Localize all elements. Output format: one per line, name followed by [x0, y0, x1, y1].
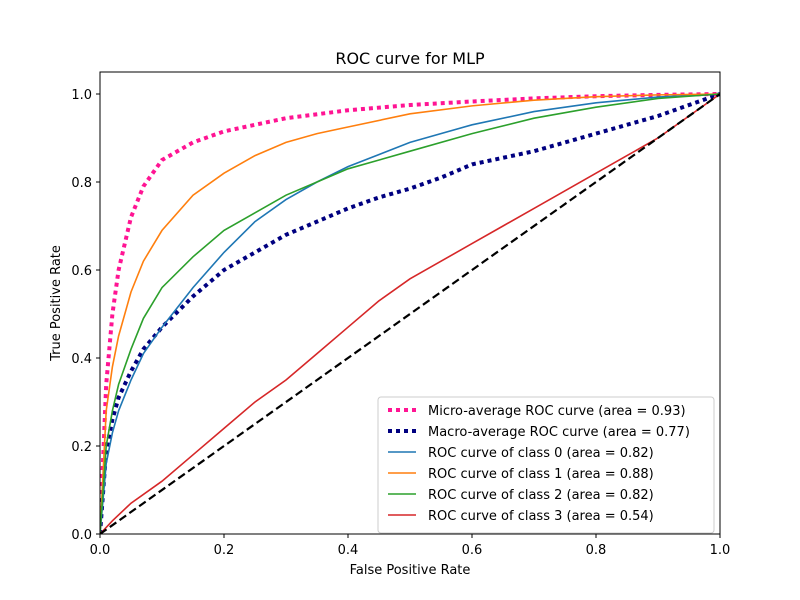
chart-title: ROC curve for MLP — [335, 49, 485, 68]
series-line-1 — [100, 92, 720, 534]
chance-diagonal-line — [100, 93, 720, 534]
series-line-2 — [100, 93, 720, 534]
legend-box — [377, 396, 715, 534]
x-tick-label: 0.2 — [214, 543, 235, 558]
plot-frame — [99, 71, 721, 535]
y-axis-label: True Positive Rate — [49, 245, 64, 362]
legend: Micro-average ROC curve (area = 0.93) Mac… — [377, 396, 715, 534]
series-line-4 — [100, 93, 720, 534]
legend-label: ROC curve of class 0 (area = 0.82) — [428, 446, 654, 461]
legend-label: ROC curve of class 1 (area = 0.88) — [428, 467, 654, 482]
legend-label: ROC curve of class 2 (area = 0.82) — [428, 488, 654, 503]
x-tick-label: 0.4 — [338, 543, 359, 558]
y-tick-label: 0.8 — [71, 176, 92, 191]
y-tick-label: 0.0 — [71, 528, 92, 543]
x-axis-label: False Positive Rate — [350, 563, 471, 578]
x-tick-label: 1.0 — [710, 543, 731, 558]
y-tick-label: 0.6 — [71, 264, 92, 279]
series-line-3 — [100, 93, 720, 534]
x-tick-label: 0.0 — [90, 543, 111, 558]
x-tick-label: 0.6 — [462, 543, 483, 558]
legend-label: ROC curve of class 3 (area = 0.54) — [428, 509, 654, 524]
legend-label: Micro-average ROC curve (area = 0.93) — [428, 404, 686, 419]
series-line-0 — [100, 92, 720, 534]
legend-label: Macro-average ROC curve (area = 0.77) — [428, 425, 690, 440]
series-line-5 — [100, 93, 720, 534]
x-tick-label: 0.8 — [586, 543, 607, 558]
y-tick-label: 1.0 — [71, 88, 92, 103]
y-tick-label: 0.2 — [71, 440, 92, 455]
y-tick-label: 0.4 — [71, 352, 92, 367]
